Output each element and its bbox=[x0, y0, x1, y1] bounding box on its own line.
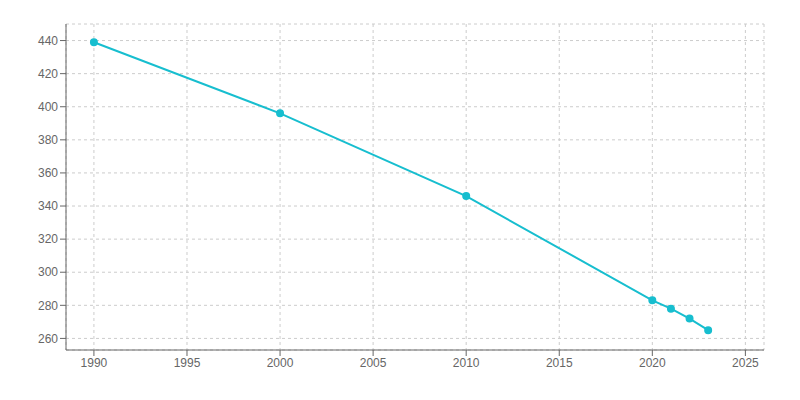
svg-text:2000: 2000 bbox=[267, 356, 294, 370]
svg-text:360: 360 bbox=[38, 166, 58, 180]
svg-text:2020: 2020 bbox=[639, 356, 666, 370]
svg-text:320: 320 bbox=[38, 232, 58, 246]
svg-text:440: 440 bbox=[38, 34, 58, 48]
svg-text:2005: 2005 bbox=[360, 356, 387, 370]
svg-text:300: 300 bbox=[38, 265, 58, 279]
svg-text:340: 340 bbox=[38, 199, 58, 213]
svg-text:2015: 2015 bbox=[546, 356, 573, 370]
svg-text:1990: 1990 bbox=[81, 356, 108, 370]
svg-text:2010: 2010 bbox=[453, 356, 480, 370]
svg-text:1995: 1995 bbox=[174, 356, 201, 370]
svg-text:420: 420 bbox=[38, 67, 58, 81]
svg-text:400: 400 bbox=[38, 100, 58, 114]
svg-text:380: 380 bbox=[38, 133, 58, 147]
svg-text:280: 280 bbox=[38, 299, 58, 313]
svg-text:2025: 2025 bbox=[732, 356, 759, 370]
svg-text:260: 260 bbox=[38, 332, 58, 346]
